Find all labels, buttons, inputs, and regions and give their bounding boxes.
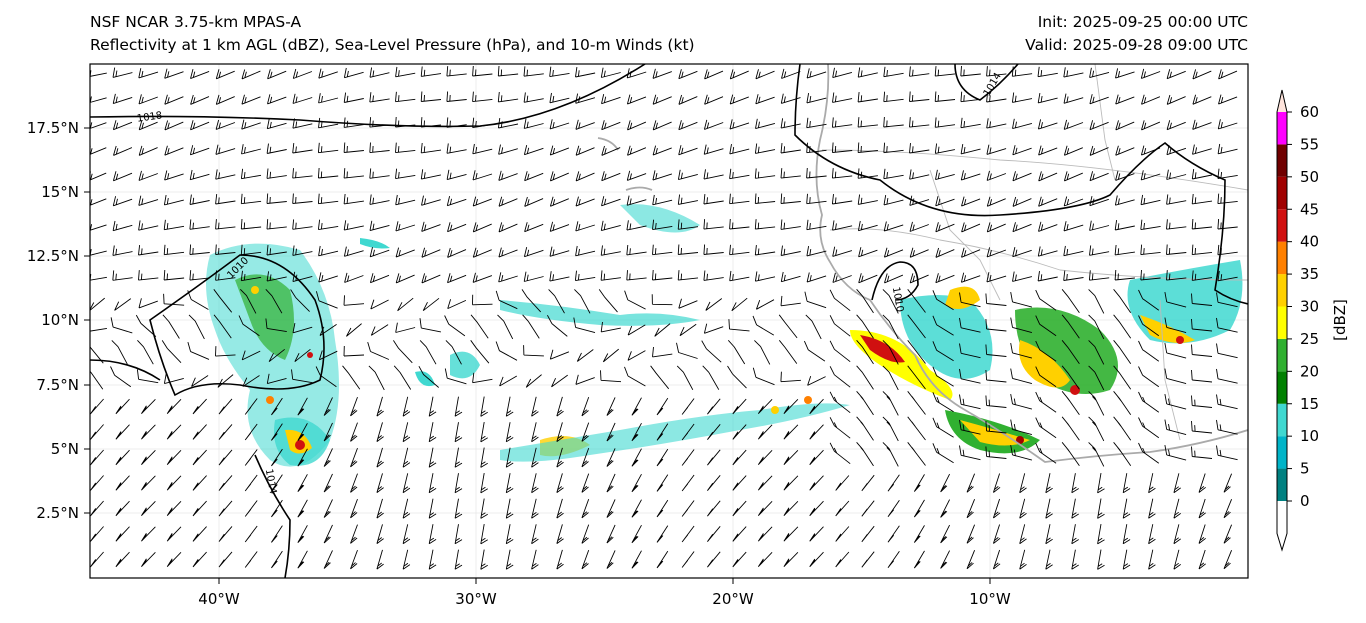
lon-tick-label: 20°W [712,590,754,608]
colorbar-tick-label: 15 [1300,395,1319,413]
lon-tick-label: 10°W [969,590,1011,608]
fields-subtitle: Reflectivity at 1 km AGL (dBZ), Sea-Leve… [90,36,695,54]
colorbar-tick-label: 45 [1300,200,1319,218]
model-title: NSF NCAR 3.75-km MPAS-A [90,13,302,31]
colorbar-tick-label: 40 [1300,233,1319,251]
colorbar-tick-label: 60 [1300,103,1319,121]
colorbar-swatch [1277,112,1287,145]
lat-tick-label: 7.5°N [36,376,79,394]
colorbar-tick-label: 30 [1300,298,1319,316]
colorbar-tick-label: 5 [1300,460,1310,478]
colorbar-swatch [1277,403,1287,437]
colorbar-swatch [1277,436,1287,469]
lon-tick-label: 40°W [198,590,240,608]
map-frame [89,63,1249,579]
valid-time: Valid: 2025-09-28 09:00 UTC [1025,36,1248,54]
init-time: Init: 2025-09-25 00:00 UTC [1037,13,1248,31]
wind-barbs [90,65,1238,570]
colorbar-tick-label: 35 [1300,265,1319,283]
longitude-axis: 40°W 30°W 20°W 10°W [198,578,1011,608]
colorbar: 0 5 10 15 20 25 30 35 40 45 50 55 60 [1276,89,1319,552]
colorbar-swatch [1277,501,1287,534]
lat-tick-label: 2.5°N [36,504,79,522]
colorbar-tick-label: 25 [1300,330,1319,348]
wind-barb-field [90,65,1238,570]
colorbar-tick-label: 55 [1300,135,1319,153]
isobar-label: 1010 [890,286,905,313]
colorbar-min-extension [1277,533,1287,550]
lat-tick-label: 17.5°N [27,119,79,137]
colorbar-tick-label: 10 [1300,427,1319,445]
colorbar-tick-label: 0 [1300,492,1310,510]
lat-tick-label: 5°N [51,440,79,458]
lat-tick-label: 12.5°N [27,247,79,265]
latitude-axis: 17.5°N 15°N 12.5°N 10°N 7.5°N 5°N 2.5°N [27,119,90,522]
colorbar-swatch [1277,241,1287,275]
colorbar-swatch [1277,306,1287,339]
colorbar-swatch [1277,274,1287,307]
colorbar-tick-label: 50 [1300,168,1319,186]
colorbar-swatch [1277,144,1287,177]
colorbar-swatch [1277,209,1287,242]
colorbar-swatch [1277,176,1287,210]
colorbar-swatch [1277,371,1287,404]
isobar-label: 1018 [136,110,163,124]
colorbar-swatch [1277,468,1287,501]
colorbar-swatch [1277,338,1287,372]
colorbar-label: [dBZ] [1331,299,1349,341]
lon-tick-label: 30°W [455,590,497,608]
lat-tick-label: 15°N [41,183,79,201]
colorbar-max-extension [1277,90,1287,112]
lat-tick-label: 10°N [41,311,79,329]
colorbar-tick-label: 20 [1300,362,1319,380]
